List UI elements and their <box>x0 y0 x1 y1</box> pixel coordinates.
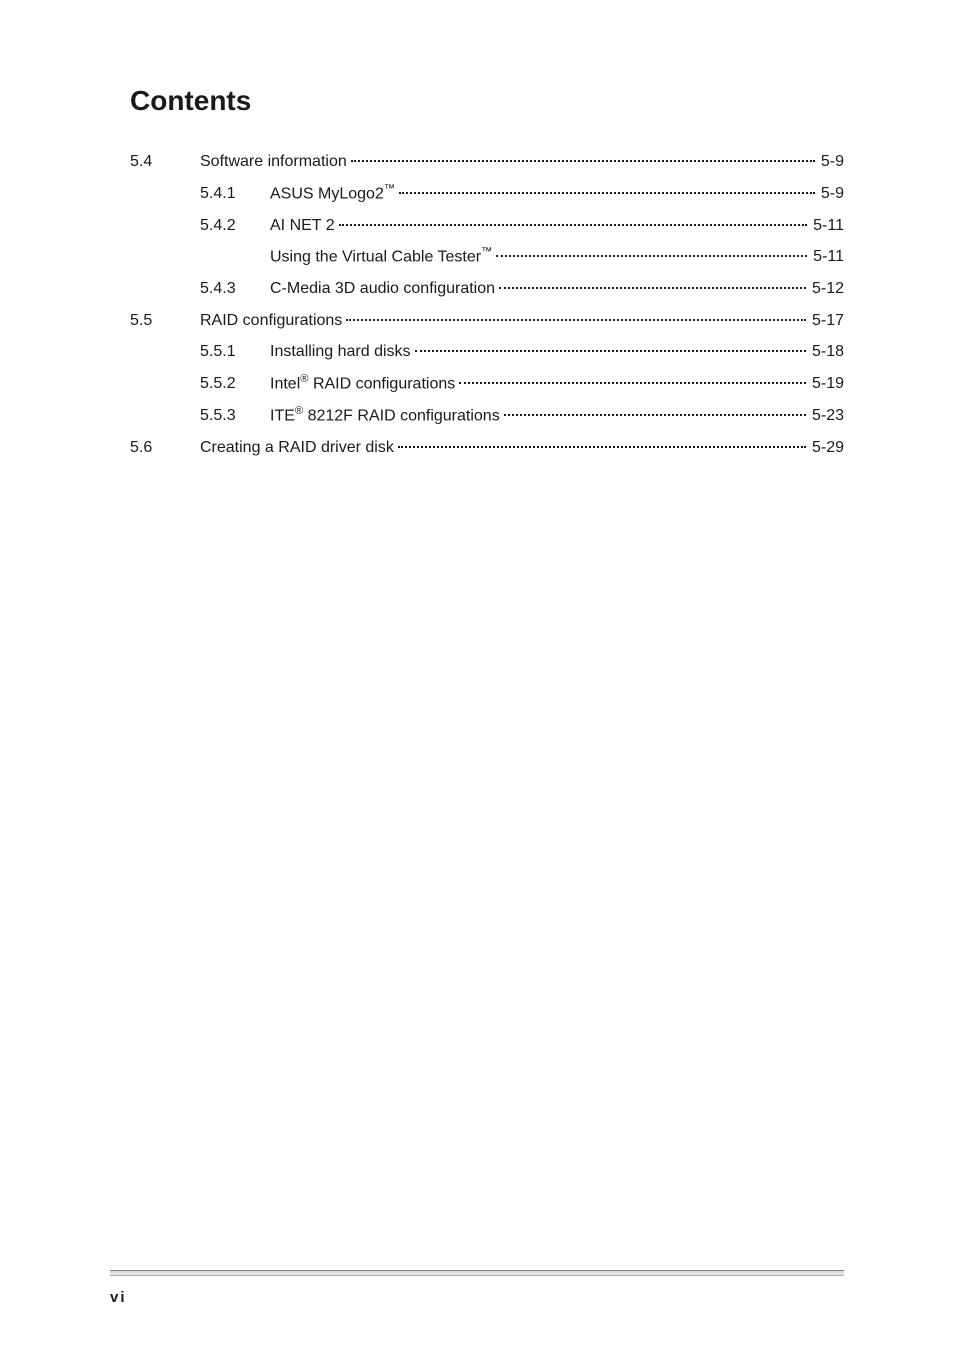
toc-entry: Using the Virtual Cable Tester™ 5-11 <box>130 242 844 272</box>
toc-leader-dots <box>504 414 806 416</box>
toc-subsection-number: 5.5.1 <box>200 337 270 367</box>
toc-leader-dots <box>499 287 806 289</box>
toc-page-number: 5-9 <box>819 147 844 177</box>
toc-leader-dots <box>459 382 806 384</box>
toc-entry-label: AI NET 2 <box>270 211 335 241</box>
toc-entry: 5.5.3ITE® 8212F RAID configurations 5-23 <box>130 401 844 431</box>
toc-subsection-number: 5.5.3 <box>200 401 270 431</box>
toc-subsection-number: 5.4.3 <box>200 274 270 304</box>
page-title: Contents <box>130 85 844 117</box>
toc-page-number: 5-19 <box>810 369 844 399</box>
toc-entry: 5.6Creating a RAID driver disk 5-29 <box>130 433 844 463</box>
toc-page-number: 5-17 <box>810 306 844 336</box>
toc-entry-label: Creating a RAID driver disk <box>200 433 394 463</box>
toc-entry-text: AI NET 2 5-11 <box>270 211 844 241</box>
toc-section-number: 5.6 <box>130 433 200 463</box>
toc-entry: 5.4.3C-Media 3D audio configuration 5-12 <box>130 274 844 304</box>
toc-subsection-number: 5.4.2 <box>200 211 270 241</box>
toc-section-number: 5.5 <box>130 306 200 336</box>
toc-entry-label: Software information <box>200 147 347 177</box>
toc-leader-dots <box>415 350 806 352</box>
toc-leader-dots <box>339 224 808 226</box>
toc-page-number: 5-11 <box>811 242 844 272</box>
toc-entry-text: Creating a RAID driver disk 5-29 <box>200 433 844 463</box>
toc-entry-text: Software information 5-9 <box>200 147 844 177</box>
toc-entry: 5.4.1ASUS MyLogo2™ 5-9 <box>130 179 844 209</box>
toc-entry-text: ITE® 8212F RAID configurations 5-23 <box>270 401 844 431</box>
toc-entry-label: ITE® 8212F RAID configurations <box>270 401 500 431</box>
toc-page-number: 5-29 <box>810 433 844 463</box>
toc-leader-dots <box>398 446 806 448</box>
toc-entry-label: Using the Virtual Cable Tester™ <box>270 242 492 272</box>
toc-page-number: 5-11 <box>811 211 844 241</box>
toc-page-number: 5-9 <box>819 179 844 209</box>
toc-entry-label: RAID configurations <box>200 306 342 336</box>
toc-leader-dots <box>496 255 807 257</box>
toc-entry-label: ASUS MyLogo2™ <box>270 179 395 209</box>
toc-entry-label: Intel® RAID configurations <box>270 369 455 399</box>
toc-leader-dots <box>399 192 815 194</box>
table-of-contents: 5.4Software information5-95.4.1ASUS MyLo… <box>130 147 844 462</box>
toc-entry-text: Installing hard disks 5-18 <box>270 337 844 367</box>
toc-subsection-number: 5.4.1 <box>200 179 270 209</box>
toc-entry: 5.5.2Intel® RAID configurations 5-19 <box>130 369 844 399</box>
toc-page-number: 5-12 <box>810 274 844 304</box>
toc-entry-label: Installing hard disks <box>270 337 411 367</box>
toc-entry: 5.5.1Installing hard disks 5-18 <box>130 337 844 367</box>
toc-entry-text: C-Media 3D audio configuration 5-12 <box>270 274 844 304</box>
toc-entry: 5.4Software information 5-9 <box>130 147 844 177</box>
toc-leader-dots <box>346 319 806 321</box>
footer-divider <box>110 1270 844 1276</box>
toc-page-number: 5-23 <box>810 401 844 431</box>
toc-entry: 5.5RAID configurations 5-17 <box>130 306 844 336</box>
toc-entry-label: C-Media 3D audio configuration <box>270 274 495 304</box>
toc-page-number: 5-18 <box>810 337 844 367</box>
toc-leader-dots <box>351 160 815 162</box>
toc-section-number: 5.4 <box>130 147 200 177</box>
toc-entry-text: RAID configurations 5-17 <box>200 306 844 336</box>
toc-entry-text: ASUS MyLogo2™ 5-9 <box>270 179 844 209</box>
toc-entry: 5.4.2AI NET 2 5-11 <box>130 211 844 241</box>
toc-entry-text: Using the Virtual Cable Tester™ 5-11 <box>270 242 844 272</box>
footer-page-number: vi <box>110 1289 127 1306</box>
toc-subsection-number: 5.5.2 <box>200 369 270 399</box>
toc-entry-text: Intel® RAID configurations 5-19 <box>270 369 844 399</box>
